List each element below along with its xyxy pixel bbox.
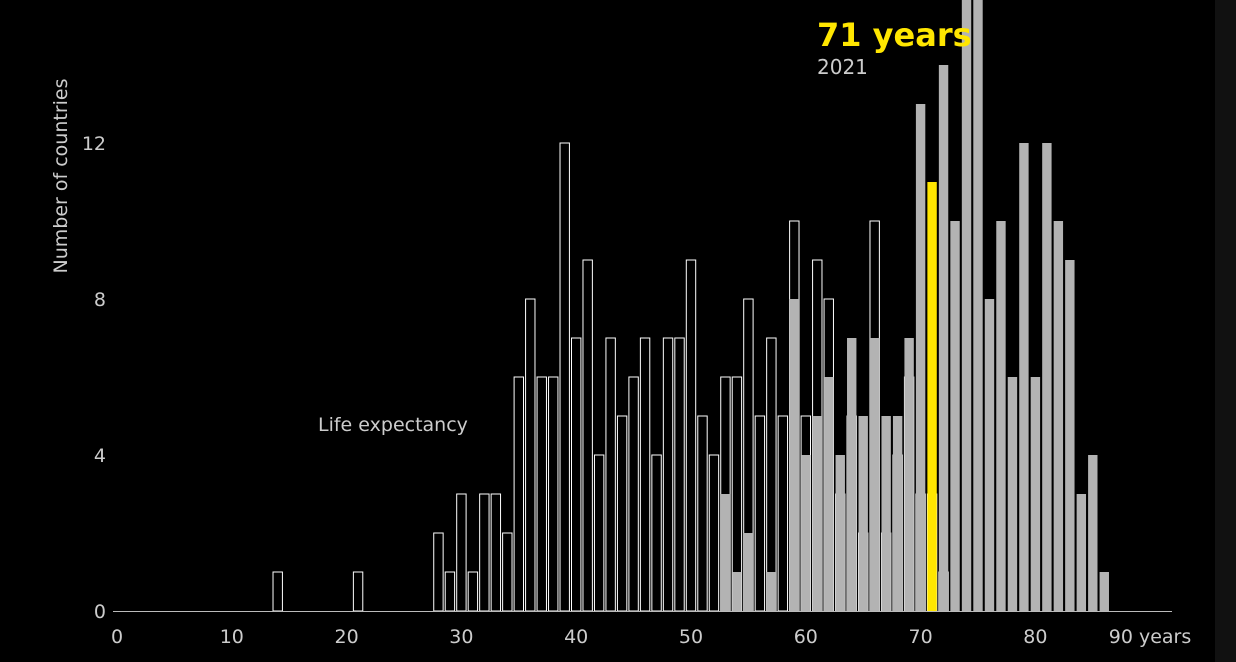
filled-bar (950, 221, 959, 611)
x-unit-label: 90 years (1109, 626, 1192, 648)
filled-bar (1065, 260, 1074, 611)
filled-bar (847, 338, 856, 611)
x-tick-label: 80 (1023, 626, 1047, 648)
histogram-chart: 0 10 20 30 40 50 60 70 80 0 4 8 12 Number of countr… (0, 0, 1236, 662)
filled-bar (767, 572, 776, 611)
x-tick-label: 0 (111, 626, 123, 648)
filled-bar (985, 299, 994, 611)
filled-bar (1008, 377, 1017, 611)
filled-bar (836, 455, 845, 611)
filled-bar (870, 338, 879, 611)
highlight-year-label: 2021 (817, 55, 868, 79)
filled-bar (813, 416, 822, 611)
filled-bar (893, 416, 902, 611)
filled-bar (744, 533, 753, 611)
filled-bar (881, 416, 890, 611)
filled-bar (973, 0, 982, 611)
y-axis-label: Number of countries (50, 78, 72, 273)
x-tick-label: 70 (909, 626, 933, 648)
x-tick-label: 30 (449, 626, 473, 648)
filled-bar (1100, 572, 1109, 611)
filled-bar (1031, 377, 1040, 611)
y-tick-label: 0 (94, 601, 106, 623)
filled-bar (916, 104, 925, 611)
filled-bar (1019, 143, 1028, 611)
filled-bar (1042, 143, 1051, 611)
filled-bar (1054, 221, 1063, 611)
highlight-bar (927, 182, 936, 611)
filled-bar (732, 572, 741, 611)
x-tick-label: 60 (794, 626, 818, 648)
x-tick-label: 20 (335, 626, 359, 648)
filled-bar (721, 494, 730, 611)
x-tick-label: 10 (220, 626, 244, 648)
filled-bar (790, 299, 799, 611)
highlight-bar-group (927, 182, 936, 611)
filled-bar (859, 416, 868, 611)
y-tick-label: 12 (82, 133, 106, 155)
x-tick-label: 40 (564, 626, 588, 648)
x-tick-label: 50 (679, 626, 703, 648)
filled-bar (801, 455, 810, 611)
y-tick-label: 8 (94, 289, 106, 311)
series-annotation: Life expectancy (318, 414, 468, 436)
filled-bar (1077, 494, 1086, 611)
filled-bar (824, 377, 833, 611)
highlight-value-label: 71 years (817, 16, 972, 54)
filled-bar (962, 0, 971, 611)
filled-bar (1088, 455, 1097, 611)
filled-bar (939, 65, 948, 611)
chart-area: 0 10 20 30 40 50 60 70 80 0 4 8 12 Number of countr… (0, 0, 1236, 662)
filled-bar (996, 221, 1005, 611)
y-tick-label: 4 (94, 445, 106, 467)
filled-bar (904, 338, 913, 611)
